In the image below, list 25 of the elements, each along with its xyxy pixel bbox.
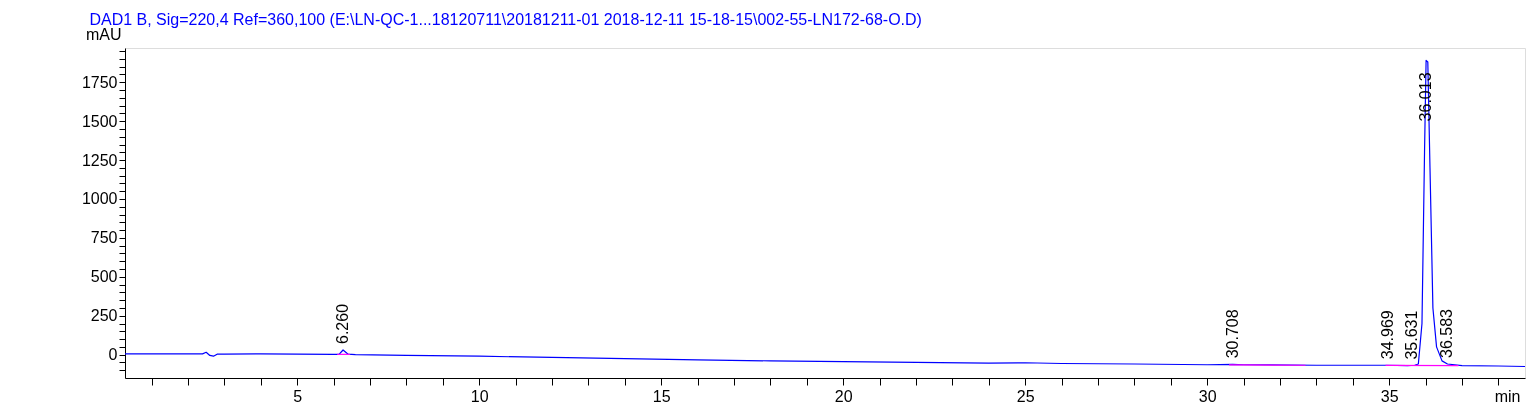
y-tick-label: 750 — [90, 229, 118, 247]
y-tick-label: 1500 — [81, 112, 118, 130]
annotation: 36.583 — [1437, 308, 1455, 358]
x-axis-title: min — [1494, 387, 1521, 405]
line-series — [125, 59, 1525, 368]
y-tick-label: 1750 — [81, 73, 118, 91]
y-axis-title: mAU — [85, 25, 122, 43]
x-tick-label: 25 — [1016, 387, 1035, 405]
x-tick-label: 5 — [293, 387, 303, 405]
x-tick-label: 10 — [470, 387, 489, 405]
x-tick-label: 35 — [1380, 387, 1399, 405]
annotation: 6.260 — [334, 303, 352, 344]
annotation: 34.969 — [1379, 310, 1397, 360]
x-tick-label: 20 — [834, 387, 853, 405]
x-tick-label: 15 — [652, 387, 671, 405]
y-tick-label: 250 — [90, 307, 118, 325]
chart-title: DAD1 B, Sig=220,4 Ref=360,100 (E:\LN-QC-1...18120711\20181211-01 2018-12-11 15-18-15\002-55-LN172-68-O.D) — [89, 11, 922, 28]
annotation: 36.013 — [1417, 72, 1435, 122]
y-tick-label: 0 — [108, 346, 118, 364]
x-tick-label: 30 — [1198, 387, 1217, 405]
y-tick-label: 1250 — [81, 151, 118, 169]
annotation: 35.631 — [1403, 310, 1421, 360]
y-tick-label: 1000 — [81, 190, 118, 208]
y-tick-label: 500 — [90, 268, 118, 286]
annotation: 30.708 — [1223, 309, 1241, 359]
